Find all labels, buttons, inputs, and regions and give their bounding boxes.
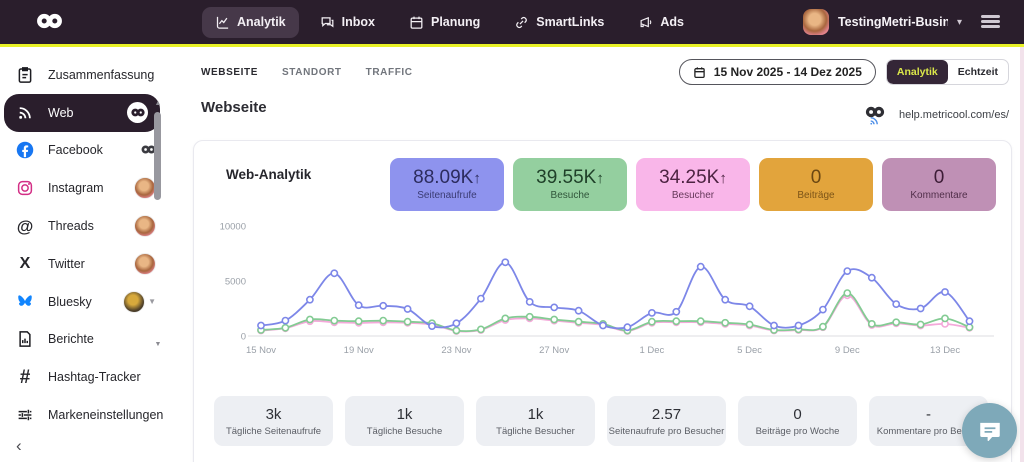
account-name: TestingMetri-Busine... bbox=[838, 15, 948, 29]
svg-text:10000: 10000 bbox=[220, 222, 246, 233]
infinity-badge bbox=[127, 102, 148, 123]
analytics-card: Web-Analytik 88.09K↑Seitenaufrufe39.55K↑… bbox=[193, 140, 1012, 462]
metric-cards-row: 88.09K↑Seitenaufrufe39.55K↑Besuche34.25K… bbox=[390, 158, 996, 211]
svg-text:27 Nov: 27 Nov bbox=[539, 345, 569, 356]
main-nav: Analytik Inbox Planung SmartLinks Ads bbox=[202, 0, 697, 44]
sidebar-item-web[interactable]: Web bbox=[4, 94, 160, 132]
sidebar-item-bluesky[interactable]: Bluesky▼ bbox=[0, 283, 168, 321]
sidebar-item-threads[interactable]: @Threads bbox=[0, 207, 168, 245]
mode-toggle: AnalytikEchtzeit bbox=[886, 59, 1009, 85]
metric-card-seitenaufrufe: 88.09K↑Seitenaufrufe bbox=[390, 158, 504, 211]
topbar: Analytik Inbox Planung SmartLinks Ads Testin… bbox=[0, 0, 1024, 44]
instagram-icon bbox=[15, 178, 35, 198]
date-range-label: 15 Nov 2025 - 14 Dez 2025 bbox=[714, 65, 862, 79]
svg-text:13 Dec: 13 Dec bbox=[930, 345, 960, 356]
scrollbar-up-arrow-icon[interactable]: ▲ bbox=[153, 100, 163, 107]
chat-bubble-icon bbox=[977, 418, 1003, 444]
sidebar-item-facebook[interactable]: Facebook bbox=[0, 132, 168, 170]
stat-card-tägliche-seitenaufrufe: 3kTägliche Seitenaufrufe bbox=[214, 396, 333, 446]
main-content: WEBSEITE STANDORT TRAFFIC 15 Nov 2025 - 14… bbox=[168, 47, 1024, 462]
facebook-icon bbox=[15, 140, 35, 160]
svg-text:15 Nov: 15 Nov bbox=[246, 345, 276, 356]
nav-item-analytik[interactable]: Analytik bbox=[202, 7, 299, 38]
sidebar-collapse-button[interactable]: ‹ bbox=[16, 436, 22, 456]
signal-icon bbox=[868, 114, 881, 132]
content-tabs: WEBSEITE STANDORT TRAFFIC bbox=[201, 67, 413, 78]
tab-standort[interactable]: STANDORT bbox=[282, 67, 342, 78]
page-scrollbar[interactable] bbox=[1020, 47, 1024, 462]
stat-card-beiträge-pro-woche: 0Beiträge pro Woche bbox=[738, 396, 857, 446]
sidebar-item-twitter[interactable]: XTwitter bbox=[0, 245, 168, 283]
toggle-echtzeit[interactable]: Echtzeit bbox=[948, 60, 1008, 84]
bluesky-icon bbox=[15, 292, 35, 312]
stat-cards-row: 3kTägliche Seitenaufrufe1kTägliche Besuc… bbox=[214, 396, 988, 446]
hashtag-icon: # bbox=[15, 367, 35, 387]
chart-line-icon bbox=[215, 15, 230, 30]
svg-text:9 Dec: 9 Dec bbox=[835, 345, 860, 356]
sliders-icon bbox=[15, 405, 35, 425]
svg-text:1 Dec: 1 Dec bbox=[639, 345, 664, 356]
metric-card-besuche: 39.55K↑Besuche bbox=[513, 158, 627, 211]
sidebar: ZusammenfassungWebFacebookInstagram@Thre… bbox=[0, 47, 168, 462]
x-icon: X bbox=[15, 254, 35, 274]
metric-card-kommentare: 0Kommentare bbox=[882, 158, 996, 211]
metricool-logo-icon[interactable] bbox=[36, 13, 63, 29]
stat-card-seitenaufrufe-pro-besucher: 2.57Seitenaufrufe pro Besucher bbox=[607, 396, 726, 446]
nav-item-smartlinks[interactable]: SmartLinks bbox=[501, 7, 617, 38]
metric-card-beiträge: 0Beiträge bbox=[759, 158, 873, 211]
header-controls: 15 Nov 2025 - 14 Dez 2025 AnalytikEchtze… bbox=[679, 59, 1009, 85]
tab-traffic[interactable]: TRAFFIC bbox=[366, 67, 413, 78]
nav-item-planung[interactable]: Planung bbox=[396, 7, 493, 38]
page-title: Webseite bbox=[201, 99, 267, 116]
report-icon bbox=[15, 329, 35, 349]
link-icon bbox=[514, 15, 529, 30]
svg-text:5 Dec: 5 Dec bbox=[737, 345, 762, 356]
sidebar-item-instagram[interactable]: Instagram bbox=[0, 169, 168, 207]
nav-item-ads[interactable]: Ads bbox=[625, 7, 697, 38]
sidebar-item-berichte[interactable]: Berichte bbox=[0, 321, 168, 359]
sidebar-item-hashtag-tracker[interactable]: #Hashtag-Tracker bbox=[0, 358, 168, 396]
intercom-chat-button[interactable] bbox=[962, 403, 1017, 458]
svg-text:23 Nov: 23 Nov bbox=[441, 345, 471, 356]
stat-card-tägliche-besucher: 1kTägliche Besucher bbox=[476, 396, 595, 446]
sidebar-item-zusammenfassung[interactable]: Zusammenfassung bbox=[0, 56, 168, 94]
inbox-chat-icon bbox=[320, 15, 335, 30]
help-link-text: help.metricool.com/es/ bbox=[899, 109, 1009, 121]
date-range-button[interactable]: 15 Nov 2025 - 14 Dez 2025 bbox=[679, 59, 876, 85]
app-root: Analytik Inbox Planung SmartLinks Ads Testin… bbox=[0, 0, 1024, 462]
sidebar-list: ZusammenfassungWebFacebookInstagram@Thre… bbox=[0, 56, 168, 434]
card-title: Web-Analytik bbox=[226, 167, 311, 182]
avatar bbox=[123, 291, 145, 313]
metric-card-besucher: 34.25K↑Besucher bbox=[636, 158, 750, 211]
scrollbar-thumb[interactable] bbox=[154, 112, 161, 200]
sidebar-scrollbar[interactable]: ▲ ▼ bbox=[152, 100, 164, 348]
megaphone-icon bbox=[638, 15, 653, 30]
rss-icon bbox=[15, 103, 35, 123]
stat-card-tägliche-besuche: 1kTägliche Besuche bbox=[345, 396, 464, 446]
account-avatar bbox=[803, 9, 829, 35]
clipboard-icon bbox=[15, 65, 35, 85]
scrollbar-down-arrow-icon[interactable]: ▼ bbox=[153, 341, 163, 348]
svg-text:5000: 5000 bbox=[225, 277, 246, 288]
chevron-down-icon: ▾ bbox=[957, 17, 962, 28]
nav-item-inbox[interactable]: Inbox bbox=[307, 7, 388, 38]
tab-webseite[interactable]: WEBSEITE bbox=[201, 67, 258, 78]
help-link[interactable]: help.metricool.com/es/ bbox=[865, 105, 1009, 125]
calendar-icon bbox=[693, 66, 706, 79]
threads-icon: @ bbox=[15, 216, 35, 236]
hamburger-menu-icon[interactable] bbox=[981, 15, 1000, 28]
svg-text:19 Nov: 19 Nov bbox=[344, 345, 374, 356]
help-link-icon bbox=[865, 105, 891, 125]
toggle-analytik[interactable]: Analytik bbox=[887, 60, 948, 84]
account-menu[interactable]: TestingMetri-Busine... ▾ bbox=[803, 0, 962, 44]
calendar-icon bbox=[409, 15, 424, 30]
web-analytics-chart: 0 5000 10000 15 Nov 19 Nov 23 Nov 27 Nov 1 Dec 5… bbox=[212, 221, 1004, 363]
sidebar-item-markeneinstellungen[interactable]: Markeneinstellungen bbox=[0, 396, 168, 434]
svg-text:0: 0 bbox=[241, 332, 246, 343]
